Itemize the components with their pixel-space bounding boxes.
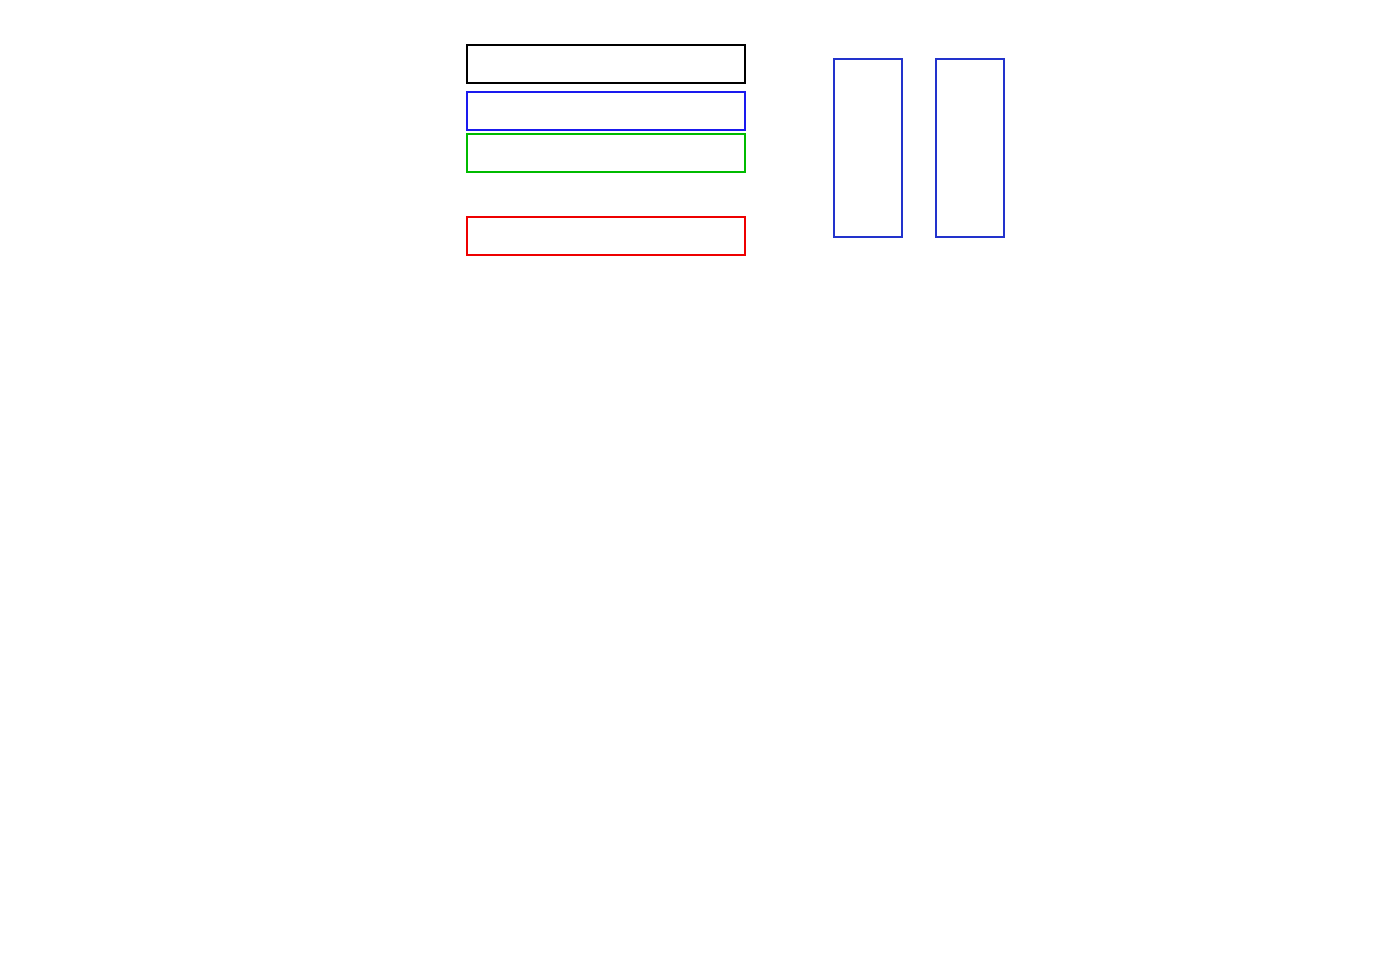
spec2d-image — [468, 177, 562, 213]
z-value — [132, 5, 134, 20]
spec2d-image — [468, 135, 562, 171]
plae-poii-line — [68, 56, 70, 72]
pixelflat-image — [564, 135, 653, 171]
fiber-positions-overlay — [40, 523, 245, 705]
line-fit-chart — [1012, 50, 1342, 215]
smoothed-image — [655, 93, 744, 129]
smoothed-image — [655, 177, 744, 213]
fiber-weights — [430, 216, 463, 256]
spec2d-image — [468, 218, 562, 254]
summary-header — [68, 5, 149, 21]
spec2d-row — [466, 216, 746, 256]
clean-image — [935, 58, 1005, 238]
full-spectrum-chart — [56, 256, 1318, 464]
pixelflat-blank — [564, 46, 653, 82]
fiber-positions-image — [68, 531, 218, 679]
qz-value — [115, 5, 117, 20]
smoothed-image — [655, 218, 744, 254]
pixelflat-image — [564, 177, 653, 213]
continuum-w — [68, 40, 70, 56]
fiber-weights — [430, 175, 463, 215]
fiber-weights — [430, 133, 463, 173]
spec2d-image — [468, 46, 562, 82]
smoothed-image — [655, 135, 744, 171]
lineflux-map-image — [255, 531, 405, 679]
spec2d-row — [466, 175, 746, 215]
plae-poii-value — [83, 5, 85, 20]
lineflux-map-overlay — [227, 523, 432, 705]
hsc-overlay — [409, 523, 614, 705]
pixelflat-image — [564, 218, 653, 254]
detection-info-block — [68, 40, 70, 73]
hsc-image — [437, 531, 588, 679]
smoothed-image — [655, 46, 744, 82]
spec2d-row — [466, 133, 746, 173]
withsky-image — [833, 58, 903, 238]
fiber-weights — [430, 91, 463, 131]
spec2d-image — [468, 93, 562, 129]
pixelflat-image — [564, 93, 653, 129]
spec2d-row — [466, 91, 746, 131]
spec2d-row-sum — [466, 44, 746, 84]
